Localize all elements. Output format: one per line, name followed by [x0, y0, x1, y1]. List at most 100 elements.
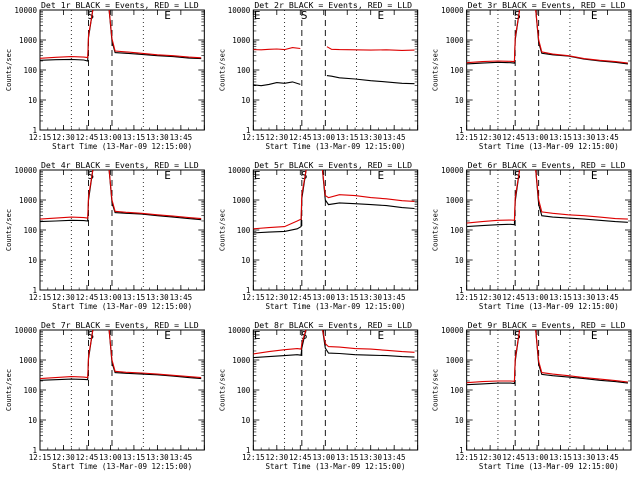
y-tick-label: 10000: [14, 326, 37, 335]
y-tick-label: 1000: [19, 356, 38, 365]
x-tick-label: 12:45: [502, 453, 525, 462]
x-axis-label: Start Time (13-Mar-09 12:15:00): [52, 142, 192, 151]
x-tick-label: 12:45: [76, 453, 99, 462]
series-lld-line: [466, 330, 628, 384]
x-tick-label: 13:00: [526, 453, 549, 462]
panel-2: Det 2r BLACK = Events, RED = LLD 1 10 100 10…: [218, 0, 419, 151]
y-tick-label: 10: [28, 256, 38, 265]
x-tick-label: 13:45: [383, 133, 406, 142]
x-tick-label: 12:45: [289, 293, 312, 302]
panel-title: Det 5r BLACK = Events, RED = LLD: [254, 160, 412, 170]
x-tick-label: 12:45: [289, 133, 312, 142]
x-tick-label: 12:15: [29, 453, 52, 462]
y-tick-label: 10: [241, 96, 251, 105]
x-tick-label: 12:30: [266, 293, 289, 302]
x-tick-label: 12:15: [455, 453, 478, 462]
y-tick-label: 1000: [19, 196, 38, 205]
panel-title: Det 6r BLACK = Events, RED = LLD: [468, 160, 626, 170]
y-tick-label: 1000: [19, 36, 38, 45]
x-tick-label: 12:30: [266, 453, 289, 462]
x-tick-label: 12:15: [29, 133, 52, 142]
interval-marker-e: E: [378, 9, 385, 22]
series-lld-line: [40, 170, 202, 220]
x-tick-label: 12:15: [242, 133, 265, 142]
x-tick-label: 13:15: [549, 453, 572, 462]
interval-marker-s: S: [514, 169, 521, 182]
y-tick-label: 10000: [441, 326, 464, 335]
y-tick-label: 1: [246, 446, 251, 455]
x-tick-label: 13:15: [549, 293, 572, 302]
interval-marker-e: E: [254, 9, 261, 22]
y-tick-label: 1: [246, 286, 251, 295]
x-axis-label: Start Time (13-Mar-09 12:15:00): [52, 462, 192, 471]
x-tick-label: 13:15: [123, 453, 146, 462]
x-tick-label: 12:45: [502, 293, 525, 302]
panel-6: Det 6r BLACK = Events, RED = LLD 1 10 100 10…: [432, 160, 632, 311]
y-tick-label: 10000: [228, 326, 251, 335]
x-tick-label: 12:45: [289, 453, 312, 462]
x-tick-label: 13:45: [596, 133, 619, 142]
y-tick-label: 10000: [14, 6, 37, 15]
y-tick-label: 100: [450, 66, 464, 75]
x-tick-label: 13:45: [170, 453, 193, 462]
x-tick-label: 13:30: [573, 293, 596, 302]
x-axis-label: Start Time (13-Mar-09 12:15:00): [52, 302, 192, 311]
y-tick-label: 100: [237, 226, 251, 235]
y-axis-label: Counts/sec: [5, 369, 13, 411]
series-lld-line: [253, 46, 415, 51]
y-tick-label: 100: [237, 66, 251, 75]
x-tick-label: 13:00: [99, 453, 122, 462]
x-tick-label: 13:30: [359, 133, 382, 142]
y-tick-label: 100: [23, 226, 37, 235]
interval-marker-s: S: [88, 169, 95, 182]
y-tick-label: 10: [28, 416, 38, 425]
x-tick-label: 13:15: [336, 133, 359, 142]
y-tick-label: 10: [455, 96, 465, 105]
y-axis-label: Counts/sec: [432, 209, 440, 251]
y-tick-label: 100: [450, 226, 464, 235]
x-tick-label: 13:00: [526, 133, 549, 142]
x-tick-label: 12:15: [242, 293, 265, 302]
interval-marker-s: S: [514, 329, 521, 342]
y-axis-label: Counts/sec: [432, 369, 440, 411]
y-tick-label: 1000: [232, 356, 251, 365]
series-events-line: [40, 330, 202, 381]
x-tick-label: 13:30: [146, 133, 169, 142]
series-lld-line: [40, 10, 202, 59]
x-tick-label: 12:30: [479, 453, 502, 462]
x-tick-label: 13:30: [146, 453, 169, 462]
panel-title: Det 3r BLACK = Events, RED = LLD: [468, 0, 626, 10]
y-axis-label: Counts/sec: [5, 49, 13, 91]
y-tick-label: 1: [246, 126, 251, 135]
interval-marker-e: E: [164, 9, 171, 22]
y-tick-label: 10000: [14, 166, 37, 175]
y-tick-label: 10000: [228, 166, 251, 175]
series-lld-line: [40, 330, 202, 380]
panel-title: Det 9r BLACK = Events, RED = LLD: [468, 320, 626, 330]
x-tick-label: 12:15: [242, 453, 265, 462]
x-tick-label: 13:00: [99, 133, 122, 142]
x-tick-label: 12:30: [479, 293, 502, 302]
x-tick-label: 12:30: [479, 133, 502, 142]
panel-title: Det 2r BLACK = Events, RED = LLD: [254, 0, 412, 10]
x-tick-label: 13:45: [596, 453, 619, 462]
y-tick-label: 1000: [232, 196, 251, 205]
y-tick-label: 1: [32, 286, 37, 295]
y-tick-label: 1: [459, 286, 464, 295]
y-tick-label: 1: [32, 446, 37, 455]
x-tick-label: 13:15: [549, 133, 572, 142]
y-axis-label: Counts/sec: [218, 49, 226, 91]
x-axis-label: Start Time (13-Mar-09 12:15:00): [479, 142, 619, 151]
y-tick-label: 1000: [446, 196, 465, 205]
panel-5: Det 5r BLACK = Events, RED = LLD 1 10 100 10…: [218, 160, 419, 311]
x-tick-label: 13:45: [383, 453, 406, 462]
interval-marker-e: E: [591, 9, 598, 22]
interval-marker-s: S: [88, 9, 95, 22]
x-tick-label: 12:45: [76, 293, 99, 302]
y-tick-label: 10: [28, 96, 38, 105]
x-tick-label: 13:45: [170, 133, 193, 142]
x-tick-label: 13:30: [359, 293, 382, 302]
x-tick-label: 13:00: [312, 293, 335, 302]
x-tick-label: 13:15: [336, 453, 359, 462]
x-axis-label: Start Time (13-Mar-09 12:15:00): [479, 462, 619, 471]
